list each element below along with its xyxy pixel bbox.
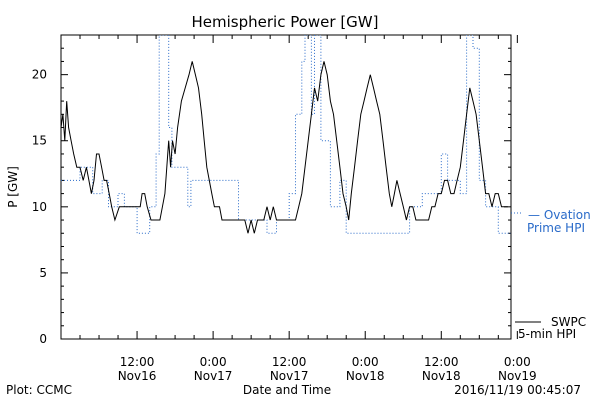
y-tick-label: 0 [39, 332, 47, 346]
plot-credit: Plot: CCMC [6, 383, 72, 397]
x-tick-time-label: 0:00 [200, 355, 227, 369]
series-layer [61, 35, 511, 234]
y-tick-label: 15 [32, 134, 47, 148]
x-tick-time-label: 0:00 [504, 355, 531, 369]
x-tick-day-label: Nov17 [194, 369, 233, 383]
plot-frame [60, 34, 512, 340]
x-tick-day-label: Nov18 [422, 369, 461, 383]
y-tick-label: 5 [39, 266, 47, 280]
x-axis-label: Date and Time [243, 383, 331, 397]
ovation-legend-line2: Prime HPI [527, 221, 585, 235]
y-axis: 0 5 10 15 20 [32, 47, 511, 346]
x-tick-time-label: 0:00 [352, 355, 379, 369]
x-tick-time-label: 12:00 [120, 355, 155, 369]
series-ovation-prime-line [61, 35, 511, 234]
y-tick-label: 20 [32, 68, 47, 82]
x-axis: 12:00Nov160:00Nov1712:00Nov170:00Nov1812… [79, 35, 537, 383]
ovation-legend-line1: — Ovation [528, 208, 591, 222]
x-tick-time-label: 12:00 [424, 355, 459, 369]
x-tick-day-label: Nov19 [498, 369, 537, 383]
x-tick-day-label: Nov16 [118, 369, 157, 383]
chart-title: Hemispheric Power [GW] [192, 13, 379, 31]
x-tick-day-label: Nov17 [270, 369, 309, 383]
x-tick-time-label: 12:00 [272, 355, 307, 369]
series-swpc-hpi-line [61, 61, 508, 234]
legend-swpc: SWPC 5-min HPI [515, 315, 586, 341]
swpc-legend-line2: 5-min HPI [518, 327, 576, 341]
y-axis-label: P [GW] [6, 166, 20, 208]
timestamp: 2016/11/19 00:45:07 [454, 383, 581, 397]
x-tick-day-label: Nov18 [346, 369, 385, 383]
legend-ovation: — Ovation Prime HPI [511, 208, 591, 235]
swpc-legend-line1: SWPC [551, 315, 586, 329]
y-tick-label: 10 [32, 200, 47, 214]
